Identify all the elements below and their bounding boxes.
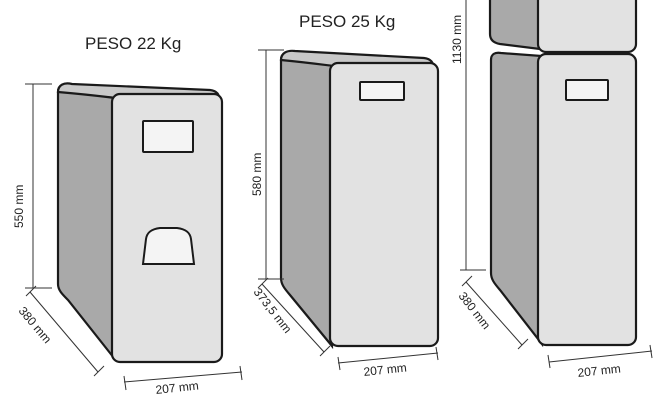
unit-2-height-label: 580 mm <box>250 153 264 196</box>
unit-2-side-face <box>279 51 334 350</box>
unit-1-top-handle <box>142 120 194 153</box>
unit-2-front-face <box>328 61 440 348</box>
unit-3 <box>488 0 638 348</box>
unit-3-width-dimension-line <box>547 344 653 369</box>
unit-2-top-handle <box>359 81 405 101</box>
unit-1-side-face <box>56 84 116 362</box>
unit-3-depth-dimension-line <box>461 275 529 350</box>
unit-3-upper-front-face <box>536 0 638 54</box>
unit-2-height-dimension-line <box>258 49 284 280</box>
unit-2 <box>279 49 440 350</box>
unit-2-weight-label: PESO 25 Kg <box>299 12 395 31</box>
unit-3-lower-front-face <box>536 52 638 347</box>
unit-1-width-label: 207 mm <box>155 379 200 394</box>
unit-3-handle <box>565 79 609 101</box>
unit-3-height-dimension-line <box>460 0 486 271</box>
unit-1-depth-label: 380 mm <box>16 304 55 346</box>
unit-3-depth-label: 380 mm <box>456 289 494 332</box>
unit-3-height-label: 1130 mm <box>450 15 464 64</box>
unit-1-weight-label: PESO 22 Kg <box>85 34 181 53</box>
unit-3-lower-side-face <box>489 51 544 348</box>
unit-2-width-dimension-line <box>337 346 439 371</box>
unit-1-bottom-handle <box>141 227 196 265</box>
unit-1-height-label: 550 mm <box>12 185 26 228</box>
unit-3-upper-side-face <box>488 0 550 52</box>
unit-3-width-label: 207 mm <box>577 362 622 380</box>
unit-1-depth-dimension-line <box>25 285 105 377</box>
unit-2-width-label: 207 mm <box>363 361 408 379</box>
unit-1 <box>56 82 224 364</box>
unit-1-width-dimension-line <box>123 365 243 391</box>
unit-2-depth-dimension-line <box>257 277 331 357</box>
unit-1-height-dimension-line <box>25 83 52 289</box>
